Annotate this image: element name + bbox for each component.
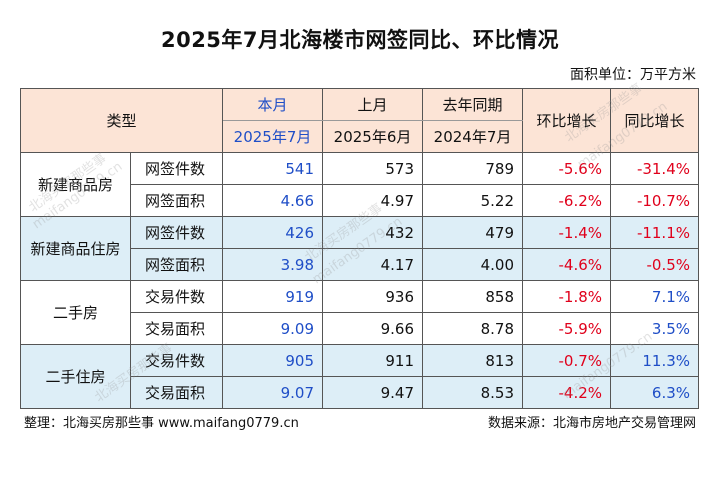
mom-value: -6.2%	[522, 184, 612, 217]
group-label: 二手房	[20, 280, 131, 345]
header-last-year-date: 2024年7月	[422, 120, 524, 153]
stats-table: 类型 本月 上月 去年同期 环比增长 同比增长 2025年7月 2025年6月 …	[19, 88, 700, 409]
current-value: 3.98	[222, 248, 324, 281]
current-value: 426	[222, 216, 324, 249]
previous-value: 9.47	[322, 376, 424, 409]
header-last-year: 去年同期	[422, 88, 524, 121]
current-value: 4.66	[222, 184, 324, 217]
mom-value: -0.7%	[522, 344, 612, 377]
metric-label: 网签件数	[129, 216, 224, 249]
group-label: 新建商品住房	[20, 216, 131, 281]
yoy-value: 6.3%	[610, 376, 700, 409]
table-row: 二手住房 交易件数 905 911 813 -0.7% 11.3%	[20, 344, 700, 409]
metric-label: 交易件数	[129, 344, 224, 377]
mom-value: -4.6%	[522, 248, 612, 281]
metric-label: 交易面积	[129, 376, 224, 409]
mom-value: -1.4%	[522, 216, 612, 249]
header-type: 类型	[19, 88, 224, 153]
header-row-1: 类型 本月 上月 去年同期 环比增长 同比增长	[19, 88, 700, 153]
last-year-value: 479	[422, 216, 524, 249]
last-year-value: 858	[422, 280, 524, 313]
previous-value: 911	[322, 344, 424, 377]
header-previous: 上月	[322, 88, 424, 121]
yoy-value: 11.3%	[610, 344, 700, 377]
last-year-value: 789	[422, 152, 524, 185]
mom-value: -4.2%	[522, 376, 612, 409]
table-row: 交易面积 9.07 9.47 8.53 -4.2% 6.3%	[21, 376, 700, 409]
yoy-value: -10.7%	[610, 184, 700, 217]
metric-label: 交易面积	[129, 312, 224, 345]
mom-value: -1.8%	[522, 280, 612, 313]
table-row: 新建商品住房 网签件数 426 432 479 -1.4% -11.1%	[20, 216, 700, 281]
last-year-value: 8.53	[422, 376, 524, 409]
metric-label: 网签件数	[129, 152, 224, 185]
last-year-value: 5.22	[422, 184, 524, 217]
yoy-value: -11.1%	[610, 216, 700, 249]
yoy-value: -0.5%	[610, 248, 700, 281]
metric-label: 交易件数	[129, 280, 224, 313]
current-value: 919	[222, 280, 324, 313]
previous-value: 4.17	[322, 248, 424, 281]
header-previous-date: 2025年6月	[322, 120, 424, 153]
yoy-value: 7.1%	[610, 280, 700, 313]
previous-value: 432	[322, 216, 424, 249]
header-current: 本月	[222, 88, 324, 121]
header-yoy: 同比增长	[610, 88, 700, 153]
previous-value: 9.66	[322, 312, 424, 345]
previous-value: 4.97	[322, 184, 424, 217]
current-value: 541	[222, 152, 324, 185]
header-row-2: 2025年7月 2025年6月 2024年7月	[21, 120, 699, 153]
yoy-value: 3.5%	[610, 312, 700, 345]
current-value: 905	[222, 344, 324, 377]
last-year-value: 8.78	[422, 312, 524, 345]
page-title: 2025年7月北海楼市网签同比、环比情况	[160, 28, 560, 52]
metric-label: 网签面积	[129, 248, 224, 281]
footer-credit: 整理：北海买房那些事 www.maifang0779.cn	[24, 416, 299, 431]
last-year-value: 4.00	[422, 248, 524, 281]
group-label: 新建商品房	[20, 152, 131, 217]
mom-value: -5.9%	[522, 312, 612, 345]
previous-value: 936	[322, 280, 424, 313]
table-row: 二手房 交易件数 919 936 858 -1.8% 7.1%	[20, 280, 700, 345]
header-mom: 环比增长	[522, 88, 612, 153]
metric-label: 网签面积	[129, 184, 224, 217]
table-row: 网签面积 4.66 4.97 5.22 -6.2% -10.7%	[21, 184, 700, 217]
yoy-value: -31.4%	[610, 152, 700, 185]
last-year-value: 813	[422, 344, 524, 377]
footer-source: 数据来源：北海市房地产交易管理网	[487, 416, 696, 431]
previous-value: 573	[322, 152, 424, 185]
table-row: 网签面积 3.98 4.17 4.00 -4.6% -0.5%	[21, 248, 700, 281]
header-current-date: 2025年7月	[222, 120, 324, 153]
mom-value: -5.6%	[522, 152, 612, 185]
current-value: 9.07	[222, 376, 324, 409]
group-label: 二手住房	[20, 344, 131, 409]
unit-note: 面积单位：万平方米	[570, 67, 696, 83]
table-row: 交易面积 9.09 9.66 8.78 -5.9% 3.5%	[21, 312, 700, 345]
current-value: 9.09	[222, 312, 324, 345]
table-row: 新建商品房 网签件数 541 573 789 -5.6% -31.4%	[20, 152, 700, 217]
